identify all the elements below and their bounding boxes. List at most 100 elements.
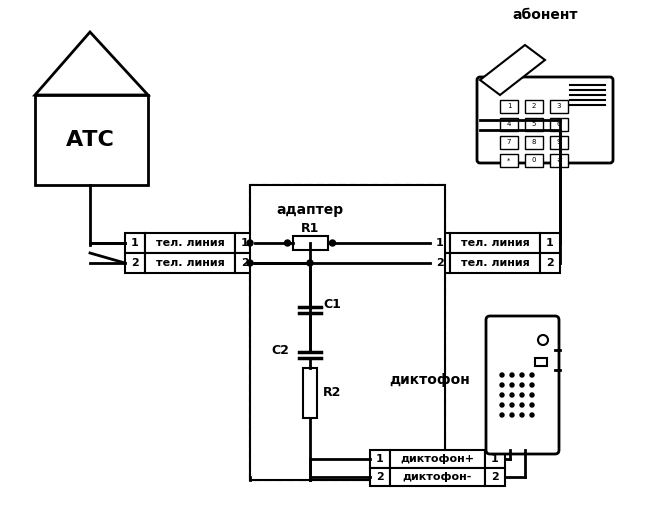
Text: 7: 7	[507, 139, 511, 146]
Bar	[250, 185, 445, 480]
Bar	[500, 154, 518, 167]
Text: 1: 1	[241, 238, 249, 248]
FancyBboxPatch shape	[486, 316, 559, 454]
Text: 2: 2	[376, 472, 384, 482]
Bar	[370, 468, 390, 486]
Bar	[430, 233, 450, 253]
Circle shape	[500, 383, 504, 387]
Circle shape	[500, 373, 504, 377]
Bar	[145, 233, 235, 253]
Circle shape	[500, 413, 504, 417]
Circle shape	[520, 413, 524, 417]
Circle shape	[247, 260, 253, 266]
Text: АТС: АТС	[65, 130, 114, 150]
Bar	[390, 468, 485, 486]
Bar	[485, 468, 505, 486]
Bar	[550, 154, 568, 167]
Text: диктофон+: диктофон+	[400, 454, 474, 464]
Text: 4: 4	[507, 121, 511, 127]
Circle shape	[530, 413, 534, 417]
Bar	[450, 233, 540, 253]
Circle shape	[247, 240, 253, 246]
Text: 1: 1	[546, 238, 554, 248]
Text: 5: 5	[532, 121, 536, 127]
Bar	[550, 118, 568, 131]
Text: 2: 2	[532, 103, 536, 109]
Text: 1: 1	[436, 238, 444, 248]
Circle shape	[500, 403, 504, 407]
Bar	[250, 185, 445, 480]
Bar	[303, 368, 317, 418]
Circle shape	[530, 393, 534, 397]
Circle shape	[510, 383, 514, 387]
Bar	[370, 450, 390, 468]
Bar	[145, 253, 235, 273]
Circle shape	[520, 393, 524, 397]
Text: C2: C2	[271, 344, 289, 356]
Circle shape	[510, 413, 514, 417]
Bar	[535, 358, 547, 366]
Bar	[500, 118, 518, 131]
Text: диктофон: диктофон	[389, 373, 471, 387]
Bar	[540, 253, 560, 273]
Text: 0: 0	[531, 157, 536, 164]
Bar	[125, 253, 145, 273]
Text: 2: 2	[491, 472, 499, 482]
Bar	[525, 118, 543, 131]
Circle shape	[510, 403, 514, 407]
Text: C1: C1	[323, 298, 341, 312]
Bar	[450, 253, 540, 273]
Text: тел. линия: тел. линия	[461, 238, 529, 248]
Text: 1: 1	[491, 454, 499, 464]
Circle shape	[510, 393, 514, 397]
Text: адаптер: адаптер	[276, 203, 344, 217]
Text: тел. линия: тел. линия	[461, 258, 529, 268]
Text: 3: 3	[557, 103, 561, 109]
Text: R1: R1	[301, 222, 319, 234]
Bar	[235, 233, 255, 253]
Circle shape	[284, 240, 290, 246]
Bar	[35, 95, 148, 185]
Text: абонент: абонент	[512, 8, 578, 22]
Text: #: #	[556, 157, 562, 164]
Bar	[525, 136, 543, 149]
Bar	[500, 100, 518, 113]
Bar	[390, 450, 485, 468]
Circle shape	[329, 240, 336, 246]
Bar	[550, 136, 568, 149]
Text: 6: 6	[557, 121, 561, 127]
Circle shape	[530, 383, 534, 387]
Circle shape	[530, 403, 534, 407]
Text: 9: 9	[557, 139, 561, 146]
Circle shape	[520, 373, 524, 377]
Bar	[525, 100, 543, 113]
Text: *: *	[507, 157, 511, 164]
Bar	[540, 233, 560, 253]
Text: 2: 2	[546, 258, 554, 268]
Bar	[485, 450, 505, 468]
Text: R2: R2	[323, 386, 341, 400]
Circle shape	[530, 373, 534, 377]
Circle shape	[510, 373, 514, 377]
Text: 2: 2	[131, 258, 139, 268]
Bar	[430, 253, 450, 273]
Text: тел. линия: тел. линия	[155, 258, 224, 268]
FancyBboxPatch shape	[477, 77, 613, 163]
Bar	[293, 236, 327, 250]
Polygon shape	[35, 32, 148, 95]
Circle shape	[520, 383, 524, 387]
Text: 1: 1	[131, 238, 139, 248]
Circle shape	[500, 393, 504, 397]
Text: 2: 2	[436, 258, 444, 268]
Text: 2: 2	[241, 258, 249, 268]
Text: 1: 1	[376, 454, 384, 464]
Bar	[125, 233, 145, 253]
Text: 1: 1	[507, 103, 511, 109]
Bar	[525, 154, 543, 167]
Circle shape	[520, 403, 524, 407]
Text: тел. линия: тел. линия	[155, 238, 224, 248]
Bar	[500, 136, 518, 149]
Bar	[235, 253, 255, 273]
Text: 8: 8	[531, 139, 536, 146]
Circle shape	[307, 260, 313, 266]
